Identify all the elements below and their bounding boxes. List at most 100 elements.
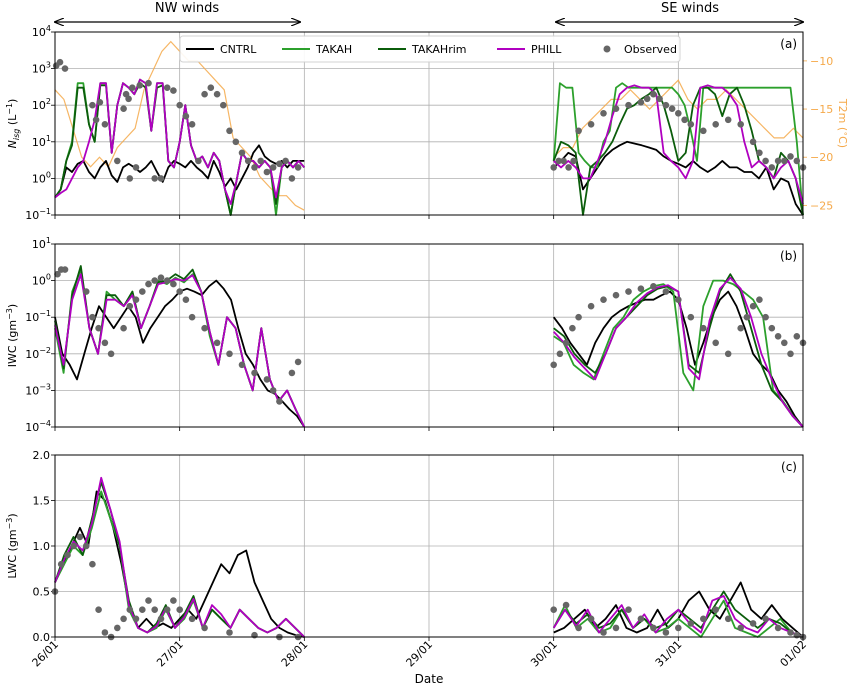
- observed-point: [749, 138, 757, 146]
- observed-point: [126, 606, 134, 613]
- y-tick-label: 0.0: [33, 631, 51, 644]
- observed-point: [126, 302, 134, 310]
- observed-point: [550, 361, 557, 369]
- x-axis-label: Date: [415, 672, 444, 686]
- observed-point: [562, 339, 570, 347]
- y2-tick-label: −25: [810, 199, 833, 212]
- observed-point: [201, 324, 208, 332]
- observed-point: [82, 542, 90, 550]
- y-tick-label: 100: [32, 273, 51, 288]
- observed-point: [257, 157, 265, 165]
- observed-point: [132, 615, 140, 623]
- y2-tick-label: −15: [810, 103, 833, 116]
- nw-annotation: NW winds: [55, 1, 300, 22]
- observed-point: [95, 324, 102, 332]
- legend-label: TAKAHrim: [411, 43, 467, 56]
- series-line-phill: [54, 476, 305, 638]
- observed-point: [56, 58, 64, 66]
- observed-point: [195, 157, 202, 165]
- observed-point: [587, 302, 595, 310]
- panel-label: (a): [780, 37, 797, 51]
- observed-point: [743, 313, 751, 321]
- observed-point: [282, 157, 289, 165]
- y-tick-label: 10−2: [25, 346, 51, 361]
- observed-point: [114, 624, 121, 632]
- panel-label: (b): [780, 249, 797, 263]
- series-line-phill: [553, 276, 804, 428]
- observed-point: [288, 369, 296, 377]
- observed-point: [82, 288, 90, 295]
- observed-point: [781, 339, 788, 347]
- observed-point: [749, 302, 757, 310]
- panel-1: 10−1 100 101 102 103 104 −10 −15 −20 −25 T2m (∘C) (…: [5, 24, 850, 222]
- observed-point: [188, 121, 196, 128]
- observed-point: [95, 606, 102, 613]
- legend-box: [179, 35, 681, 63]
- observed-point: [560, 157, 567, 165]
- observed-point: [756, 149, 763, 157]
- observed-point: [276, 398, 283, 405]
- observed-point: [57, 560, 65, 568]
- observed-point: [600, 110, 607, 117]
- observed-point: [712, 339, 719, 347]
- y2-tick-label: −20: [810, 151, 833, 164]
- observed-point: [294, 164, 302, 171]
- observed-point: [643, 95, 651, 103]
- legend-label: TAKAH: [315, 43, 352, 56]
- observed-point: [145, 597, 152, 604]
- legend-label: Observed: [624, 43, 677, 56]
- observed-point: [762, 157, 769, 165]
- observed-point: [700, 324, 707, 332]
- observed-point: [129, 84, 136, 91]
- observed-point: [238, 149, 246, 157]
- observed-point: [163, 84, 171, 91]
- observed-point: [207, 84, 215, 91]
- se-label: SE winds: [661, 1, 719, 16]
- observed-point: [76, 533, 84, 541]
- observed-point: [96, 99, 104, 106]
- observed-point: [136, 82, 144, 89]
- observed-point: [201, 624, 208, 632]
- observed-point: [774, 624, 782, 632]
- observed-point: [226, 629, 233, 636]
- observed-point: [768, 164, 776, 171]
- observed-point: [662, 629, 670, 636]
- observed-point: [749, 620, 757, 627]
- observed-point: [120, 615, 127, 623]
- observed-point: [120, 324, 127, 332]
- observed-point: [132, 164, 140, 171]
- series-line-cntrl: [54, 490, 305, 638]
- observed-point: [238, 361, 246, 369]
- observed-point: [157, 274, 165, 282]
- observed-point: [54, 270, 61, 278]
- y-tick-label: 10−1: [25, 207, 51, 222]
- observed-point: [762, 313, 769, 321]
- y-tick-label: 2.0: [33, 449, 51, 462]
- y-tick-label: 1.5: [33, 495, 51, 508]
- observed-point: [600, 296, 607, 304]
- observed-point: [232, 138, 240, 146]
- observed-point: [101, 339, 109, 347]
- series-line-takah: [553, 279, 804, 428]
- observed-point: [101, 121, 109, 128]
- observed-point: [251, 631, 258, 639]
- series-line-cntrl: [54, 144, 305, 199]
- observed-point: [675, 110, 682, 117]
- observed-point: [587, 121, 595, 128]
- nw-label: NW winds: [155, 1, 219, 16]
- observed-point: [170, 87, 177, 94]
- y-tick-label: 102: [32, 97, 51, 112]
- y-tick-label: 1.0: [33, 540, 51, 553]
- observed-point: [176, 101, 183, 109]
- observed-point: [712, 606, 719, 613]
- observed-point: [550, 606, 557, 613]
- y-tick-label: 101: [32, 134, 51, 149]
- observed-point: [188, 615, 196, 623]
- observed-point: [612, 291, 620, 299]
- y-axis-label: LWC (gm−3): [5, 513, 19, 578]
- observed-point: [587, 615, 595, 623]
- observed-point: [687, 620, 695, 627]
- observed-point: [687, 121, 695, 128]
- panel-3: 0.00.51.01.52.0(c)LWC (gm−3)26/01 27/01 28…: [5, 449, 809, 670]
